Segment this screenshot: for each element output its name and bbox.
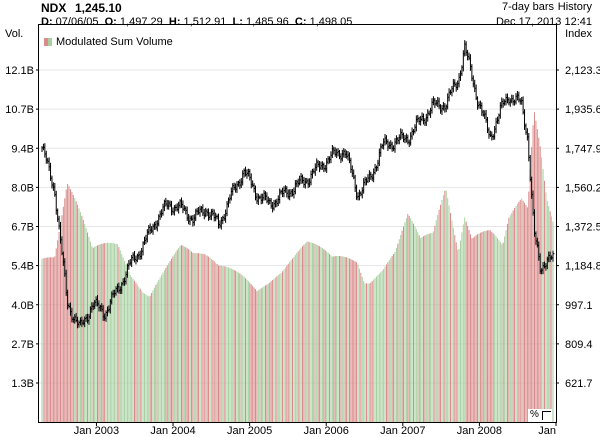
- right-tick-label: 1,560.2: [565, 182, 600, 194]
- left-tick-label: 10.7B: [5, 104, 34, 116]
- last-price: 1,245.10: [75, 1, 122, 15]
- ohlc-key-high: H:: [168, 16, 181, 28]
- left-tick-label: 12.1B: [5, 65, 34, 77]
- corner-icon: [542, 411, 551, 420]
- x-tick-label: Jan 2003: [74, 425, 119, 437]
- right-tick-label: 2,123.3: [565, 65, 600, 77]
- x-tick-label: Jan 2006: [304, 425, 349, 437]
- ohlc-key-date: D:: [41, 16, 53, 28]
- percent-toggle-button[interactable]: %: [528, 409, 552, 422]
- right-tick-label: 1,184.8: [565, 261, 600, 273]
- symbol: NDX: [41, 1, 67, 15]
- ohlc-key-close: C:: [294, 16, 307, 28]
- right-tick-label: 621.7: [565, 378, 593, 390]
- right-tick-label: 809.4: [565, 339, 593, 351]
- grid: [39, 69, 556, 384]
- left-tick-label: 8.0B: [11, 182, 34, 194]
- left-tick-label: 5.4B: [11, 261, 34, 273]
- legend-label: Modulated Sum Volume: [56, 36, 173, 48]
- right-tick-label: 997.1: [565, 300, 593, 312]
- left-axis: 1.3B 2.7B 4.0B 5.4B 6.7B 8.0B 9.4B 10.7B 12.1B: [5, 65, 39, 390]
- left-tick-label: 2.7B: [11, 339, 34, 351]
- bar-mode-selector[interactable]: 7-day bars: [502, 1, 554, 13]
- x-tick-label: Jan 2004: [150, 425, 195, 437]
- x-tick-label: Jan 2008: [457, 425, 502, 437]
- right-tick-label: 1,372.5: [565, 222, 600, 234]
- plot-frame: [38, 24, 557, 423]
- right-axis-title: Index: [565, 28, 592, 40]
- left-axis-title: Vol.: [5, 28, 24, 40]
- left-tick-label: 6.7B: [11, 222, 34, 234]
- percent-toggle-label: %: [530, 409, 539, 420]
- right-tick-label: 1,935.6: [565, 104, 600, 116]
- right-tick-label: 1,747.9: [565, 143, 600, 155]
- legend-swatch-icon: [44, 38, 52, 46]
- price-bars: [41, 40, 555, 329]
- history-link[interactable]: History: [557, 1, 592, 13]
- x-tick-label: Jan 2007: [380, 425, 425, 437]
- ohlc-key-low: L:: [232, 16, 243, 28]
- left-tick-label: 9.4B: [11, 143, 34, 155]
- left-tick-label: 1.3B: [11, 378, 34, 390]
- x-tick-label: Jan 2005: [227, 425, 272, 437]
- left-tick-label: 4.0B: [11, 300, 34, 312]
- legend[interactable]: Modulated Sum Volume: [44, 36, 173, 48]
- volume-bars: [41, 112, 554, 422]
- x-axis: Jan 2003 Jan 2004 Jan 2005 Jan 2006 Jan 2007…: [74, 422, 557, 437]
- x-tick-label: Jan: [538, 425, 556, 437]
- right-axis: 621.7 809.4 997.1 1,184.8 1,372.5 1,560.2 1,74…: [556, 65, 600, 390]
